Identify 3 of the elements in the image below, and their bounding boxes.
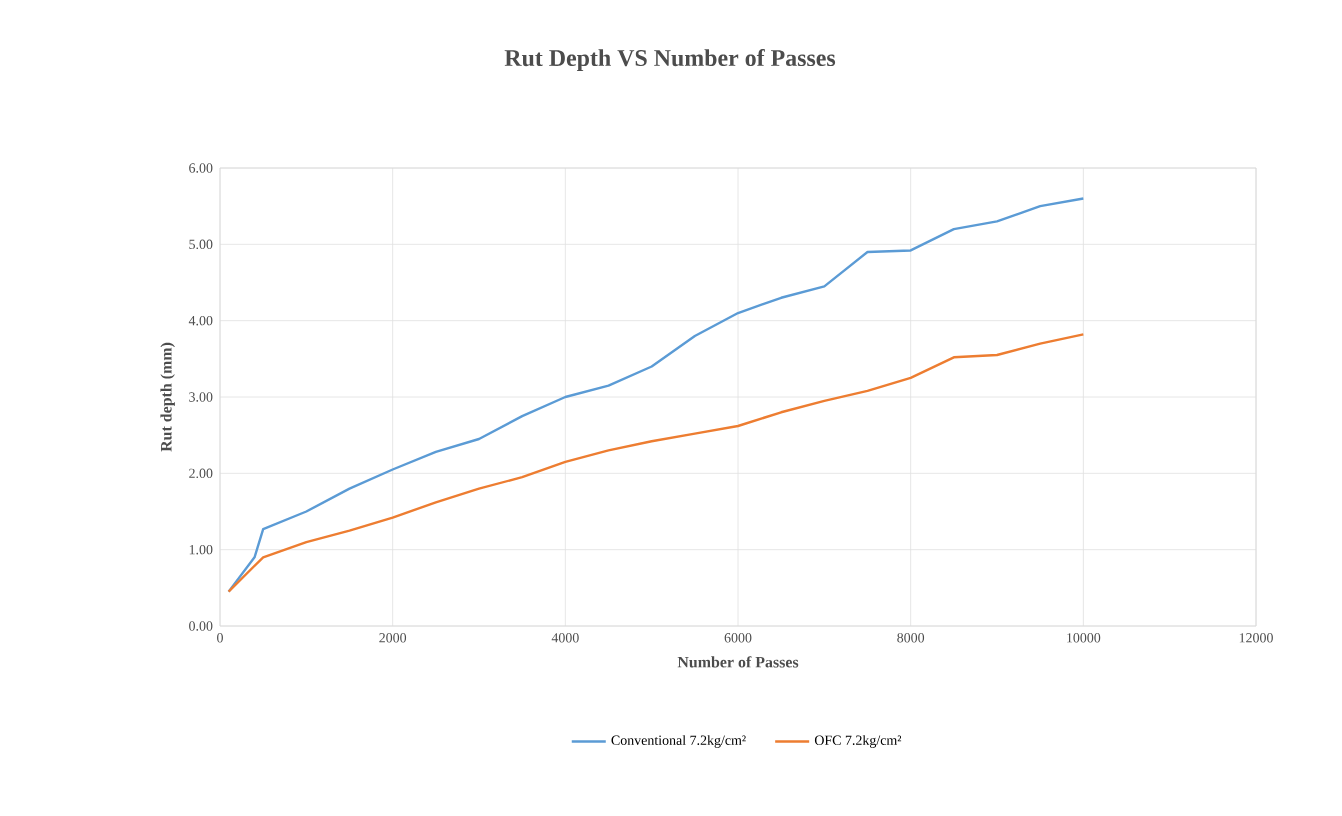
line-series <box>227 197 1085 593</box>
chart-title: Rut Depth VS Number of Passes <box>504 49 836 71</box>
line-series <box>227 333 1085 593</box>
